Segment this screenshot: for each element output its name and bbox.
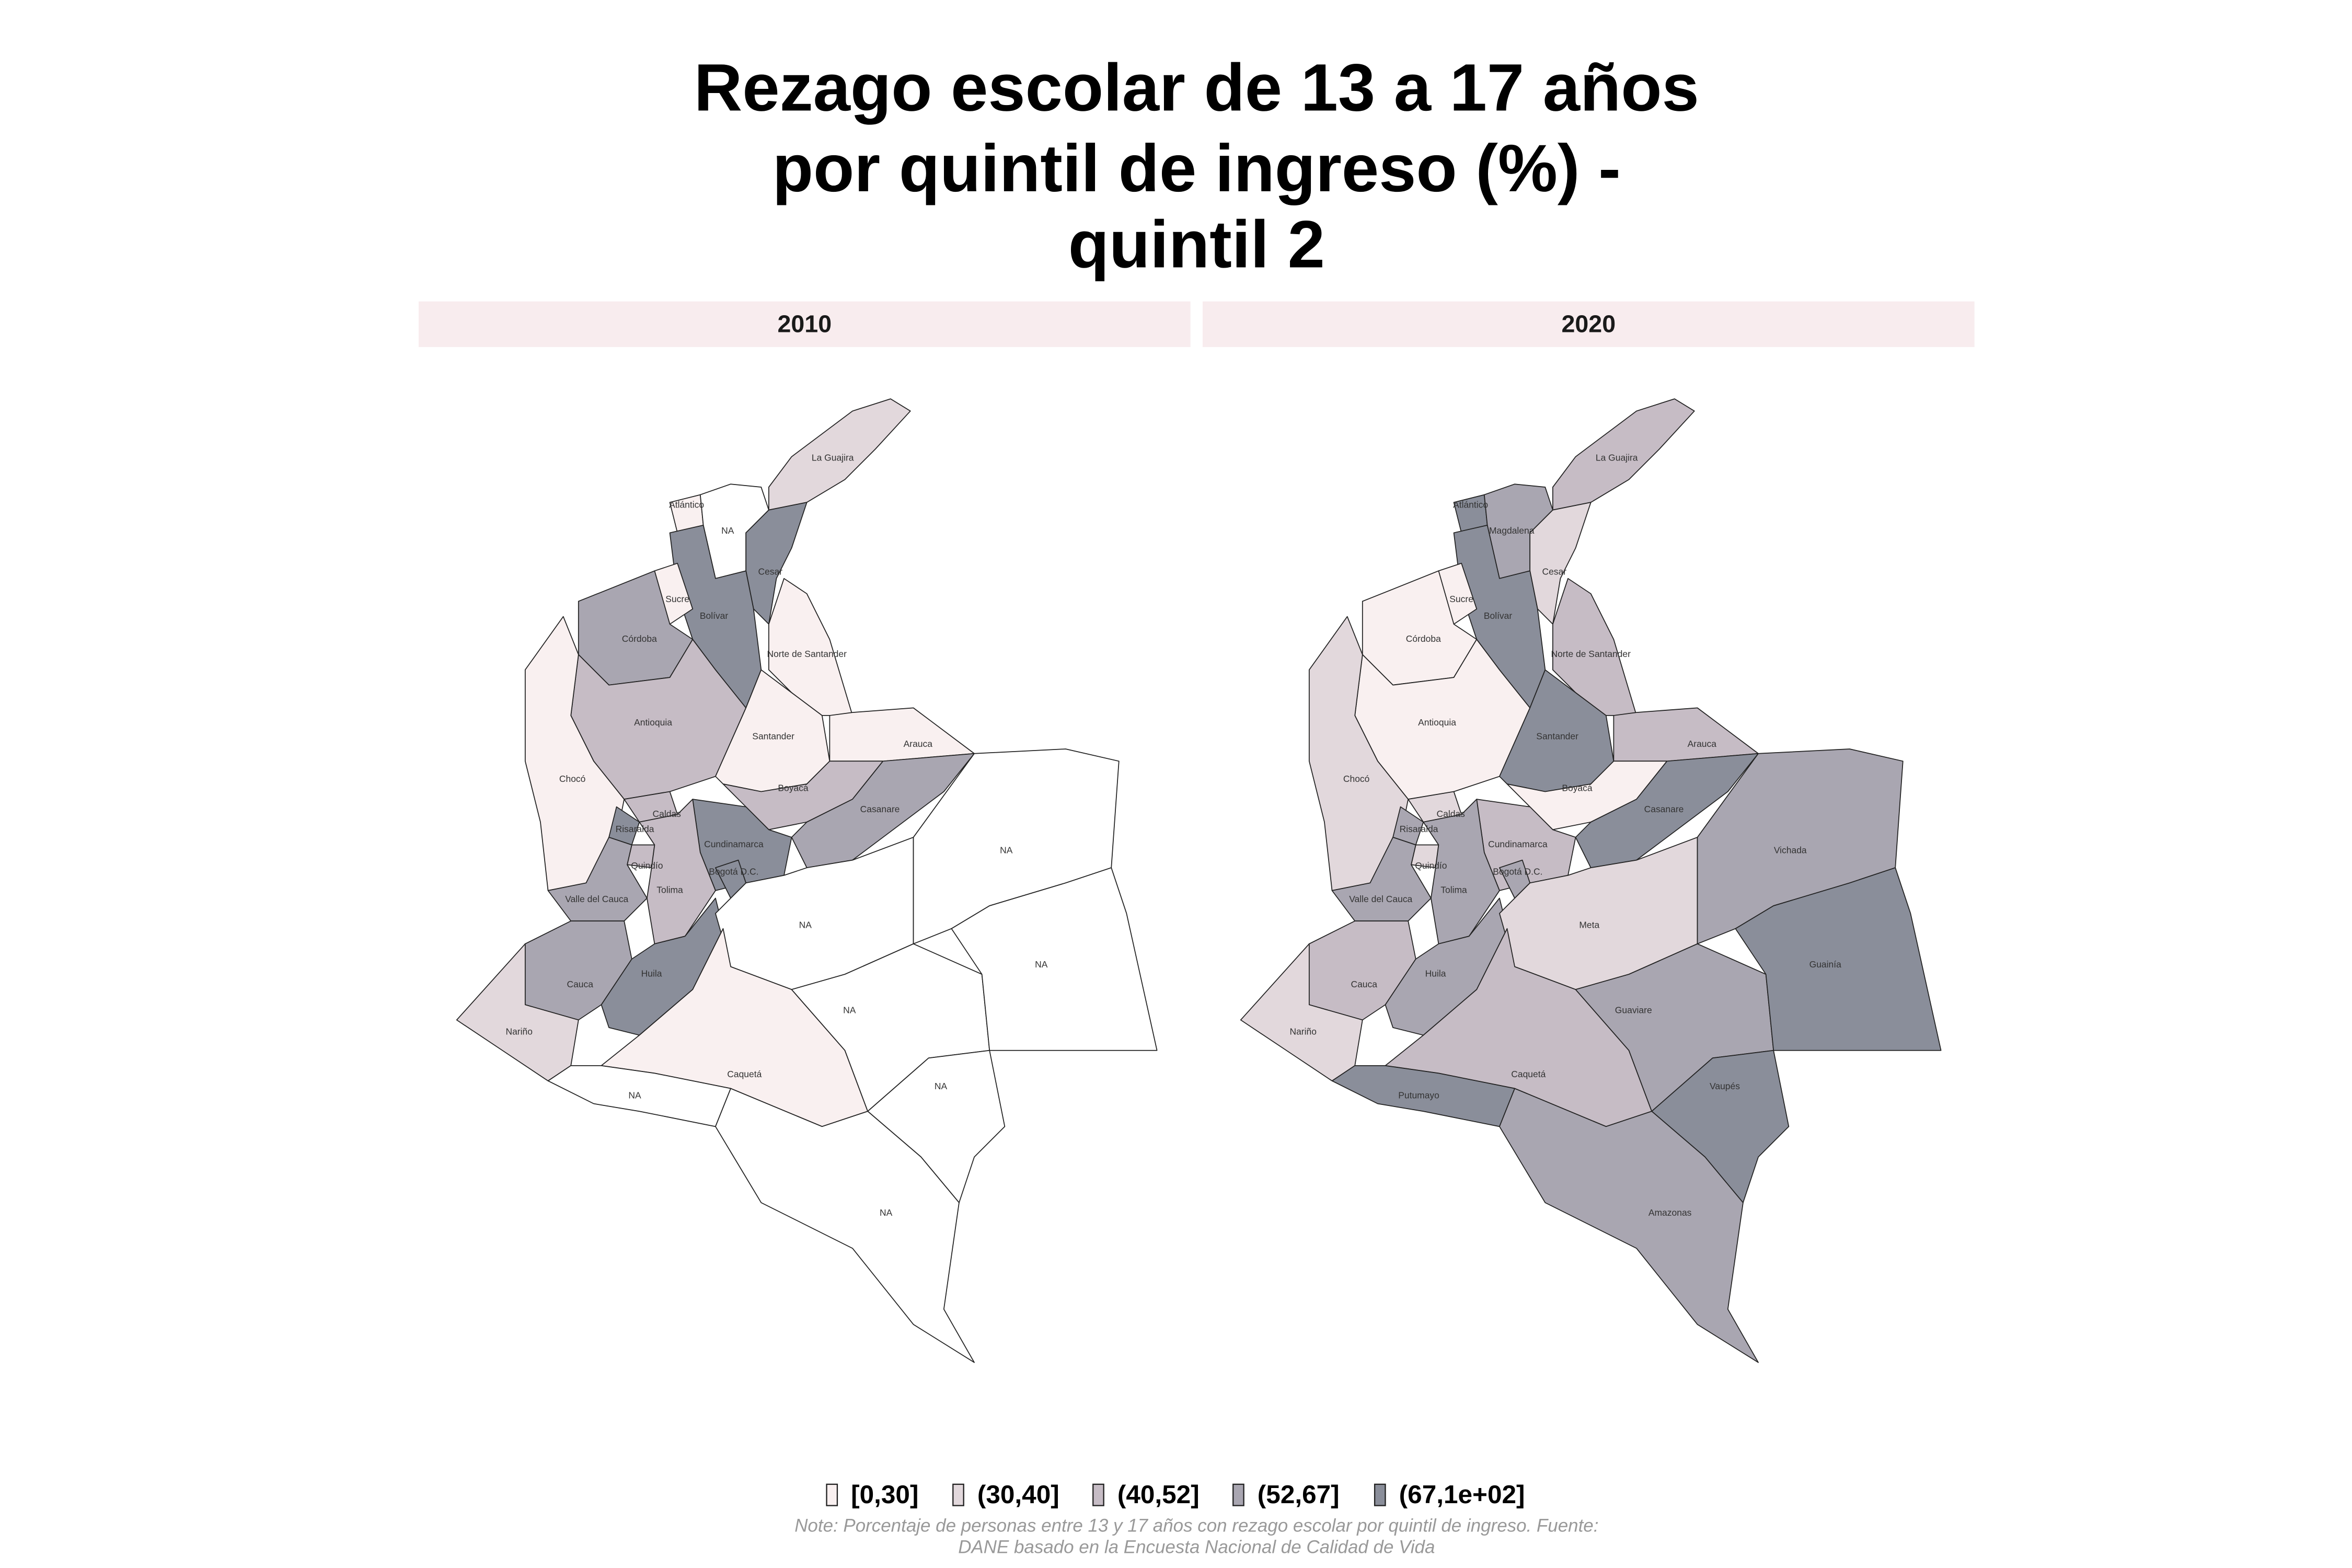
department-label: Boyacá (1562, 782, 1593, 793)
department-label: Chocó (559, 774, 586, 784)
map: La Guajira Atlántico Magdalena Cesar Bolívar… (1240, 398, 1942, 1363)
department-label: Cesar (758, 567, 782, 577)
department-label: NA (628, 1090, 641, 1101)
department-label: Guainía (1809, 959, 1841, 970)
legend-key (826, 1483, 838, 1506)
department-label: Sucre (665, 594, 689, 604)
department-label: Huila (641, 969, 662, 979)
legend-key (1232, 1483, 1244, 1506)
department-label: Norte de Santander (1551, 649, 1631, 659)
department-label: Magdalena (1489, 525, 1535, 536)
department-label: NA (843, 1005, 856, 1016)
legend-key (1092, 1483, 1104, 1506)
department-label: NA (799, 919, 812, 930)
department-label: Amazonas (1648, 1207, 1692, 1218)
department-label: Caldas (1437, 809, 1466, 819)
department (951, 867, 1158, 1051)
department-label: Tolima (656, 884, 683, 895)
department-label: Cundinamarca (704, 839, 764, 849)
department (1735, 867, 1942, 1051)
department-label: Risaralda (616, 824, 654, 834)
facet-label: 2020 (1561, 310, 1616, 338)
department-label: Caquetá (1511, 1069, 1546, 1079)
department-label: Arauca (1688, 739, 1717, 749)
department-label: Atlántico (1453, 500, 1488, 510)
department-label: Cundinamarca (1488, 839, 1548, 849)
department-label: NA (935, 1081, 948, 1091)
department-label: Valle del Cauca (565, 894, 628, 904)
legend-label: (67,1e+02] (1399, 1480, 1525, 1509)
title-line: por quintil de ingreso (%) - (773, 131, 1621, 206)
department-label: Valle del Cauca (1349, 894, 1412, 904)
legend-key (1374, 1483, 1386, 1506)
legend-label: [0,30] (851, 1480, 918, 1509)
department-label: Bolívar (1484, 610, 1513, 621)
department (1499, 1088, 1759, 1363)
department (1240, 943, 1363, 1081)
department-label: Nariño (505, 1026, 532, 1036)
department-label: NA (1035, 959, 1048, 970)
department-label: Guaviare (1615, 1005, 1652, 1016)
map-panel: 2020 La Guajira Atlántico Magdalena Cesar Bol… (1202, 301, 1975, 1363)
facet-strip (418, 301, 1191, 348)
legend-key (952, 1483, 964, 1506)
note: DANE basado en la Encuesta Nacional de C… (958, 1537, 1435, 1557)
legend-label: (52,67] (1258, 1480, 1340, 1509)
department (456, 943, 579, 1081)
legend: [0,30] (30,40] (40,52] (52,67] (67,1e+02] (826, 1480, 1525, 1509)
department-label: Boyacá (778, 782, 809, 793)
map: La Guajira Atlántico NA Cesar Bolívar Sucre Có… (456, 398, 1158, 1363)
title-line: quintil 2 (1068, 207, 1325, 282)
department-label: Huila (1425, 969, 1446, 979)
department-label: Cauca (1351, 979, 1377, 989)
department-label: Caldas (653, 809, 682, 819)
legend-label: (30,40] (977, 1480, 1059, 1509)
department-label: Vaupés (1710, 1081, 1740, 1091)
department-label: Nariño (1289, 1026, 1316, 1036)
department-label: NA (1000, 845, 1013, 856)
department-label: Quindío (631, 860, 663, 871)
department-label: Santander (1536, 731, 1578, 741)
department-label: Caquetá (727, 1069, 762, 1079)
department-label: Bogotá D.C. (1493, 867, 1542, 877)
department-label: Meta (1579, 919, 1599, 930)
department-label: La Guajira (812, 452, 854, 463)
department (715, 1088, 975, 1363)
department-label: Antioquia (1418, 717, 1456, 728)
note: Note: Porcentaje de personas entre 13 y … (794, 1516, 1598, 1536)
department-label: Bogotá D.C. (709, 867, 758, 877)
department-label: Putumayo (1398, 1090, 1439, 1101)
department-label: NA (880, 1207, 893, 1218)
department-label: Vichada (1774, 845, 1807, 856)
department-label: Norte de Santander (767, 649, 847, 659)
map-panel: 2010 La Guajira Atlántico NA Cesar Bolívar Suc… (418, 301, 1191, 1363)
legend-label: (40,52] (1117, 1480, 1200, 1509)
department-label: Arauca (904, 739, 933, 749)
title-line: Rezago escolar de 13 a 17 años (694, 51, 1699, 125)
department-label: Tolima (1440, 884, 1467, 895)
department-label: Córdoba (1406, 633, 1441, 644)
department-label: Atlántico (669, 500, 704, 510)
department-label: Sucre (1449, 594, 1473, 604)
department-label: Chocó (1343, 774, 1370, 784)
department-label: La Guajira (1596, 452, 1638, 463)
department-label: NA (721, 525, 734, 536)
department-label: Bolívar (700, 610, 729, 621)
department-label: Casanare (860, 804, 900, 814)
facet-strip (1202, 301, 1975, 348)
department-label: Cesar (1542, 567, 1566, 577)
department-label: Córdoba (622, 633, 657, 644)
department-label: Quindío (1415, 860, 1447, 871)
department-label: Antioquia (634, 717, 672, 728)
department-label: Cauca (567, 979, 593, 989)
department-label: Casanare (1644, 804, 1684, 814)
facet-label: 2010 (777, 310, 832, 338)
department-label: Santander (752, 731, 794, 741)
department-label: Risaralda (1400, 824, 1438, 834)
